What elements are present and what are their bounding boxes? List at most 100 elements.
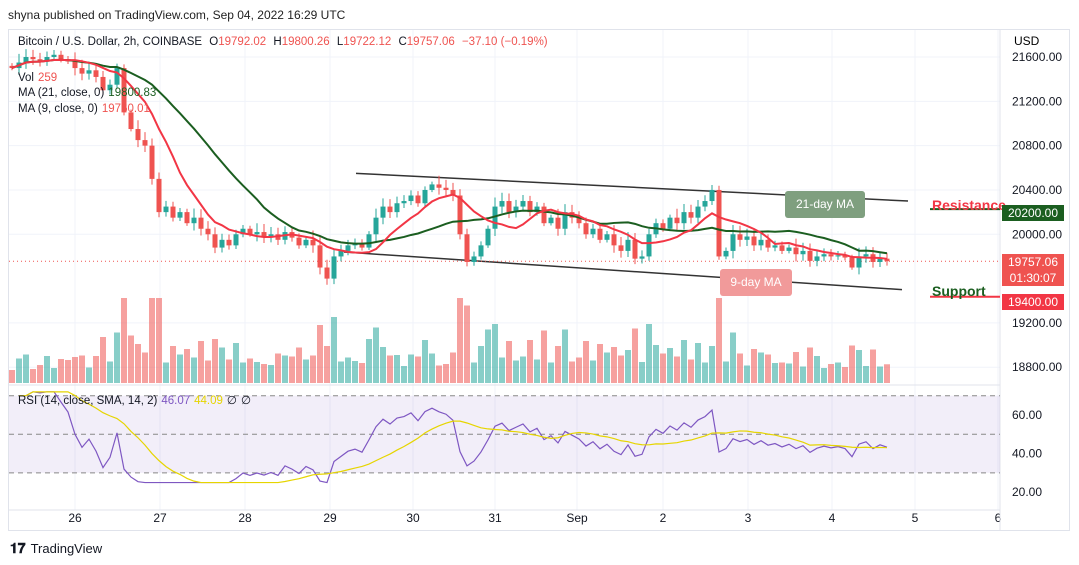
- symbol-title[interactable]: Bitcoin / U.S. Dollar, 2h, COINBASE: [18, 36, 203, 48]
- candle-body: [422, 189, 428, 204]
- candle-body: [772, 245, 778, 248]
- volume-bar: [100, 337, 106, 383]
- volume-bar: [58, 359, 64, 383]
- volume-bar: [576, 357, 582, 383]
- volume-bar: [527, 340, 533, 383]
- candle-body: [618, 245, 624, 251]
- current-price: 19757.06: [1007, 255, 1059, 269]
- bar-countdown: 01:30:07: [1009, 271, 1057, 285]
- low-label: L: [336, 36, 344, 48]
- volume-bar: [877, 366, 883, 383]
- rsi-tick-label: 20.00: [1012, 485, 1042, 499]
- volume-bar: [107, 361, 113, 383]
- volume-bar: [198, 341, 204, 383]
- volume-bar: [639, 362, 645, 383]
- volume-bar: [590, 360, 596, 383]
- candle-body: [548, 217, 554, 224]
- y-tick-label: 20000.00: [1012, 227, 1062, 241]
- candle-body: [394, 203, 400, 213]
- candle-body: [562, 212, 568, 229]
- volume-bar: [415, 356, 421, 383]
- candle-body: [555, 217, 561, 229]
- volume-bar: [569, 361, 575, 383]
- volume-bar: [177, 354, 183, 383]
- candle-body: [44, 57, 50, 62]
- volume-bar: [408, 354, 414, 383]
- candle-body: [191, 217, 197, 224]
- vol-label[interactable]: Vol: [18, 72, 34, 84]
- volume-bar: [345, 357, 351, 383]
- candle-body: [387, 206, 393, 213]
- candle-body: [240, 228, 246, 235]
- candle-body: [800, 250, 806, 255]
- candle-body: [86, 70, 92, 74]
- high-label: H: [273, 36, 282, 48]
- candle-body: [184, 212, 190, 224]
- ma21-label[interactable]: MA (21, close, 0): [18, 87, 105, 99]
- volume-bar: [744, 365, 750, 383]
- x-tick-label: Sep: [566, 511, 588, 525]
- volume-bar: [793, 352, 799, 383]
- ma9-label[interactable]: MA (9, close, 0): [18, 103, 98, 115]
- volume-bar: [646, 324, 652, 383]
- volume-bar: [114, 332, 120, 383]
- volume-bar: [310, 355, 316, 383]
- candle-body: [233, 234, 239, 246]
- candle-body: [9, 65, 15, 69]
- volume-bar: [667, 348, 673, 383]
- x-tick-label: 27: [153, 511, 167, 525]
- candle-body: [205, 228, 211, 235]
- volume-bar: [387, 355, 393, 383]
- candle-body: [492, 206, 498, 229]
- candle-body: [702, 201, 708, 207]
- chart-frame[interactable]: [8, 29, 1070, 531]
- candle-body: [646, 234, 652, 257]
- y-tick-label: 20800.00: [1012, 139, 1062, 153]
- volume-bar: [317, 325, 323, 383]
- candle-body: [541, 206, 547, 224]
- candle-body: [261, 232, 267, 237]
- volume-bar: [548, 362, 554, 383]
- candle-body: [450, 189, 456, 196]
- volume-bar: [156, 298, 162, 383]
- candle-body: [779, 245, 785, 251]
- candle-body: [163, 206, 169, 213]
- volume-bar: [884, 364, 890, 383]
- volume-bar: [282, 355, 288, 383]
- candle-body: [632, 239, 638, 259]
- candle-body: [730, 234, 736, 251]
- candle-body: [842, 255, 848, 258]
- candle-body: [198, 217, 204, 229]
- x-tick-label: 29: [323, 511, 337, 525]
- candle-body: [366, 234, 372, 248]
- candle-body: [583, 223, 589, 235]
- candle-body: [331, 256, 337, 279]
- volume-bar: [758, 352, 764, 383]
- candle-body: [786, 247, 792, 251]
- y-tick-label: 20400.00: [1012, 183, 1062, 197]
- candle-body: [72, 61, 78, 69]
- volume-bar: [30, 369, 36, 383]
- candle-body: [443, 187, 449, 190]
- volume-bar: [247, 358, 253, 383]
- candle-body: [408, 195, 414, 202]
- x-tick-label: 28: [238, 511, 252, 525]
- volume-bar: [737, 353, 743, 383]
- volume-bar: [856, 350, 862, 383]
- rsi-label[interactable]: RSI (14, close, SMA, 14, 2): [18, 395, 158, 407]
- volume-bar: [653, 345, 659, 383]
- candle-body: [828, 254, 834, 257]
- high-value: 19800.26: [281, 36, 330, 48]
- volume-bar: [149, 298, 155, 383]
- volume-bar: [499, 357, 505, 383]
- x-tick-label: 5: [912, 511, 919, 525]
- candle-body: [457, 195, 463, 235]
- ma9-callout: 9-day MA: [720, 269, 792, 296]
- tradingview-logo[interactable]: 𝟏𝟕 TradingView: [10, 540, 102, 557]
- x-tick-label: 4: [829, 511, 836, 525]
- candle-body: [611, 234, 617, 246]
- ma21-value: 19800.83: [108, 87, 157, 99]
- volume-bar: [471, 362, 477, 383]
- volume-bar: [520, 356, 526, 383]
